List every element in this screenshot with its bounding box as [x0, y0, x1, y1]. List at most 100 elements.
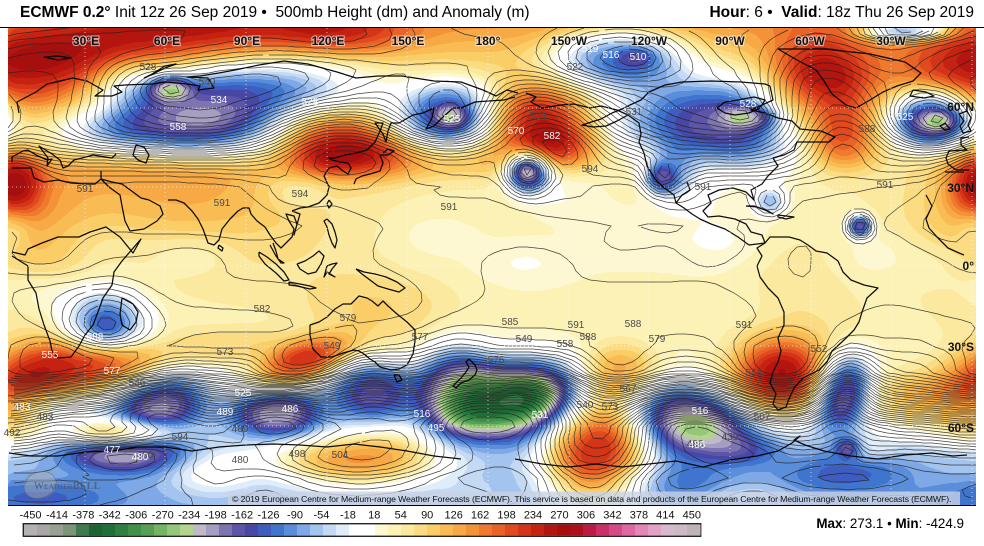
svg-text:579: 579 — [649, 334, 666, 345]
svg-text:558: 558 — [170, 122, 187, 133]
svg-text:525: 525 — [235, 388, 252, 399]
svg-text:573: 573 — [602, 402, 619, 413]
svg-text:-198: -198 — [205, 510, 227, 522]
svg-text:-18: -18 — [340, 510, 356, 522]
svg-text:0°: 0° — [963, 259, 975, 273]
svg-text:516: 516 — [414, 409, 431, 420]
svg-text:528: 528 — [740, 99, 757, 110]
svg-text:549: 549 — [516, 334, 533, 345]
svg-text:-378: -378 — [72, 510, 94, 522]
svg-text:60°N: 60°N — [947, 100, 974, 114]
svg-text:507: 507 — [754, 412, 771, 423]
svg-text:531: 531 — [532, 410, 549, 421]
svg-text:577: 577 — [412, 332, 429, 343]
svg-text:439: 439 — [722, 432, 739, 443]
svg-text:525: 525 — [444, 114, 461, 125]
svg-text:537: 537 — [759, 112, 776, 123]
svg-text:-90: -90 — [287, 510, 303, 522]
svg-text:573: 573 — [217, 347, 234, 358]
svg-text:492: 492 — [4, 428, 21, 439]
svg-text:60°S: 60°S — [948, 421, 974, 435]
svg-text:540: 540 — [577, 400, 594, 411]
svg-text:570: 570 — [508, 126, 525, 137]
svg-text:480: 480 — [137, 450, 154, 461]
svg-text:558: 558 — [746, 368, 763, 379]
svg-text:18: 18 — [368, 510, 380, 522]
svg-text:234: 234 — [524, 510, 542, 522]
svg-text:306: 306 — [577, 510, 595, 522]
svg-text:567: 567 — [620, 384, 637, 395]
svg-text:30°S: 30°S — [948, 340, 974, 354]
svg-text:198: 198 — [497, 510, 515, 522]
svg-text:-162: -162 — [231, 510, 253, 522]
svg-text:90°E: 90°E — [234, 34, 260, 48]
svg-text:-450: -450 — [19, 510, 41, 522]
svg-text:498: 498 — [289, 449, 306, 460]
svg-text:591: 591 — [695, 182, 712, 193]
svg-text:-306: -306 — [125, 510, 147, 522]
svg-text:486: 486 — [689, 440, 706, 451]
svg-text:588: 588 — [87, 332, 104, 343]
svg-text:342: 342 — [603, 510, 621, 522]
svg-text:534: 534 — [530, 111, 547, 122]
svg-text:120°W: 120°W — [631, 34, 668, 48]
svg-text:-126: -126 — [257, 510, 279, 522]
svg-text:150°E: 150°E — [392, 34, 425, 48]
svg-text:-414: -414 — [46, 510, 68, 522]
svg-text:588: 588 — [580, 332, 597, 343]
svg-text:450: 450 — [683, 510, 701, 522]
svg-text:60°W: 60°W — [795, 34, 825, 48]
svg-text:378: 378 — [630, 510, 648, 522]
svg-text:90: 90 — [421, 510, 433, 522]
svg-text:489: 489 — [217, 407, 234, 418]
svg-text:480: 480 — [132, 452, 149, 463]
svg-text:591: 591 — [214, 198, 231, 209]
svg-text:591: 591 — [441, 202, 458, 213]
svg-text:528: 528 — [140, 62, 157, 73]
svg-text:510: 510 — [630, 52, 647, 63]
svg-text:525: 525 — [897, 112, 914, 123]
svg-text:582: 582 — [254, 304, 271, 315]
svg-text:504: 504 — [332, 450, 349, 461]
svg-text:549: 549 — [324, 341, 341, 352]
svg-text:-270: -270 — [152, 510, 174, 522]
svg-text:591: 591 — [568, 320, 585, 331]
svg-text:© 2019 European Centre for Med: © 2019 European Centre for Medium-range … — [232, 494, 951, 504]
svg-text:594: 594 — [582, 164, 599, 175]
svg-text:477: 477 — [104, 445, 121, 456]
svg-text:54: 54 — [395, 510, 407, 522]
svg-text:582: 582 — [544, 131, 561, 142]
svg-text:486: 486 — [687, 439, 704, 450]
svg-text:552: 552 — [811, 344, 828, 355]
svg-text:Analytics LLC: Analytics LLC — [60, 490, 87, 495]
svg-text:594: 594 — [172, 432, 189, 443]
svg-text:30°W: 30°W — [876, 34, 906, 48]
svg-text:528: 528 — [302, 97, 319, 108]
svg-text:120°E: 120°E — [312, 34, 345, 48]
svg-text:522: 522 — [567, 62, 584, 73]
svg-text:585: 585 — [502, 317, 519, 328]
svg-text:591: 591 — [877, 180, 894, 191]
svg-text:WEATHERBELL: WEATHERBELL — [34, 481, 101, 492]
svg-text:495: 495 — [428, 423, 445, 434]
svg-text:489: 489 — [232, 424, 249, 435]
svg-text:534: 534 — [211, 95, 228, 106]
svg-text:480: 480 — [232, 455, 249, 466]
svg-text:-342: -342 — [99, 510, 121, 522]
svg-text:516: 516 — [603, 50, 620, 61]
svg-text:519: 519 — [582, 44, 599, 55]
svg-text:486: 486 — [282, 404, 299, 415]
svg-text:30°N: 30°N — [947, 181, 974, 195]
svg-text:162: 162 — [471, 510, 489, 522]
svg-text:555: 555 — [42, 350, 59, 361]
svg-text:516: 516 — [692, 406, 709, 417]
svg-text:531: 531 — [626, 107, 643, 118]
svg-text:90°W: 90°W — [715, 34, 745, 48]
svg-text:414: 414 — [656, 510, 674, 522]
svg-text:-234: -234 — [178, 510, 200, 522]
svg-text:30°E: 30°E — [73, 34, 99, 48]
svg-text:546: 546 — [129, 378, 146, 389]
svg-text:579: 579 — [340, 313, 357, 324]
svg-text:577: 577 — [104, 366, 121, 377]
svg-text:588: 588 — [859, 124, 876, 135]
